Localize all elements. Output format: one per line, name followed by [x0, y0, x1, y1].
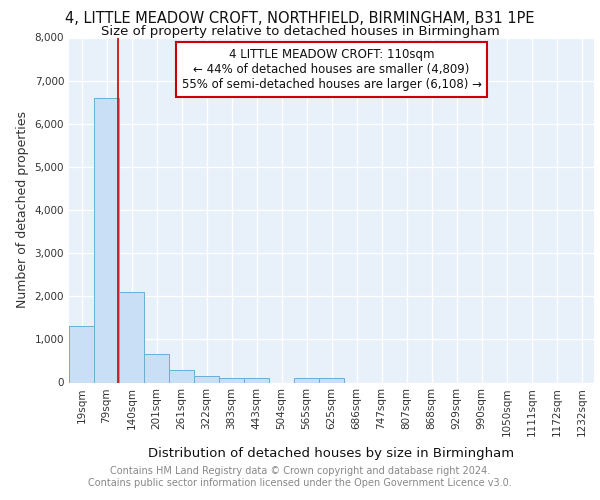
Y-axis label: Number of detached properties: Number of detached properties [16, 112, 29, 308]
Text: 4, LITTLE MEADOW CROFT, NORTHFIELD, BIRMINGHAM, B31 1PE: 4, LITTLE MEADOW CROFT, NORTHFIELD, BIRM… [65, 11, 535, 26]
Bar [294, 378, 319, 382]
Bar [94, 98, 119, 382]
Bar [194, 376, 219, 382]
Bar [319, 378, 344, 382]
Text: Contains HM Land Registry data © Crown copyright and database right 2024.
Contai: Contains HM Land Registry data © Crown c… [88, 466, 512, 487]
Bar [69, 326, 94, 382]
Text: 4 LITTLE MEADOW CROFT: 110sqm
← 44% of detached houses are smaller (4,809)
55% o: 4 LITTLE MEADOW CROFT: 110sqm ← 44% of d… [182, 48, 482, 91]
Bar [169, 370, 194, 382]
X-axis label: Distribution of detached houses by size in Birmingham: Distribution of detached houses by size … [148, 447, 515, 460]
Bar [144, 354, 169, 382]
Bar [219, 378, 244, 382]
Text: Size of property relative to detached houses in Birmingham: Size of property relative to detached ho… [101, 25, 499, 38]
Bar [119, 292, 144, 382]
Bar [244, 378, 269, 382]
